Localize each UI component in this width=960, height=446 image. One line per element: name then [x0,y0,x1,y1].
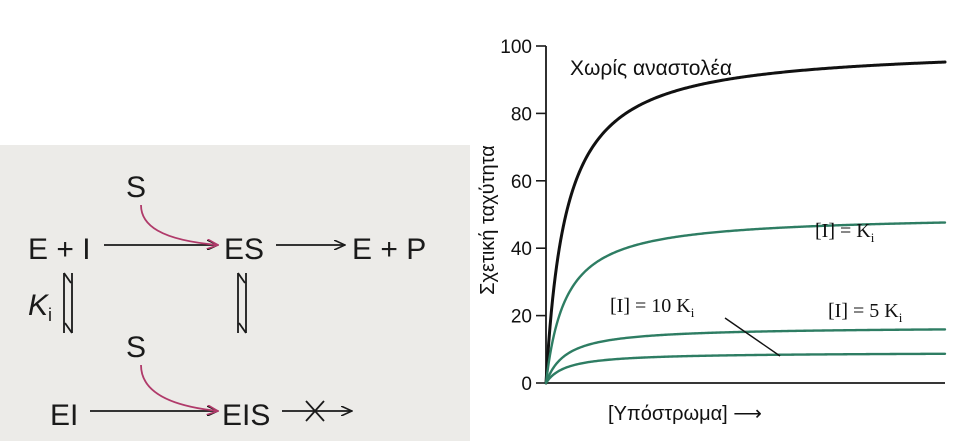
blocked-cross-b [305,400,325,422]
velocity-chart-panel: 0 20 40 60 80 100 Χωρίς αναστολέα [I] = Ki [I… [470,0,960,441]
series-label-i-equals-5ki: [I] = 5 Ki [828,300,903,325]
ki-label: Ki [28,289,52,325]
species-e-plus-i: E + I [28,233,91,266]
equilibrium-down-right-head [238,322,247,334]
series-label-no-inhibitor: Χωρίς αναστολέα [570,57,732,80]
y-tick-label-20: 20 [511,307,532,328]
y-tick-label-60: 60 [511,172,532,193]
substrate-label-top: S [126,171,146,204]
series-label-i-equals-10ki: [I] = 10 Ki [610,295,695,320]
species-e-plus-p: E + P [352,233,426,266]
substrate-label-bottom: S [126,331,146,364]
x-axis-label: [Υπόστρωμα] ⟶ [608,403,762,425]
y-tick-label-40: 40 [511,239,532,260]
y-tick-label-100: 100 [500,37,532,58]
species-eis: EIS [222,399,270,432]
y-axis-label: Σχετική ταχύτητα [477,145,499,295]
substrate-binding-arrow-top [140,204,218,245]
equilibrium-up-left-head [63,272,72,284]
inhibition-scheme-panel: E + I S ES E + P Ki S EI EIS [0,145,470,441]
species-es: ES [224,233,264,266]
y-tick-label-80: 80 [511,104,532,125]
leader-line-10ki [724,317,781,357]
series-line-3 [544,352,947,385]
substrate-binding-arrow-bottom [140,364,218,411]
velocity-chart: 0 20 40 60 80 100 Χωρίς αναστολέα [I] = Ki [I… [477,37,947,425]
equilibrium-down-left-head [64,322,73,334]
y-tick-label-0: 0 [521,374,532,395]
equilibrium-up-right-head [237,272,246,284]
series-line-1 [544,221,947,385]
species-ei: EI [50,399,78,432]
reaction-scheme: E + I S ES E + P Ki S EI EIS [28,171,426,432]
series-line-0 [544,60,947,385]
series-label-i-equals-ki: [I] = Ki [815,220,875,245]
